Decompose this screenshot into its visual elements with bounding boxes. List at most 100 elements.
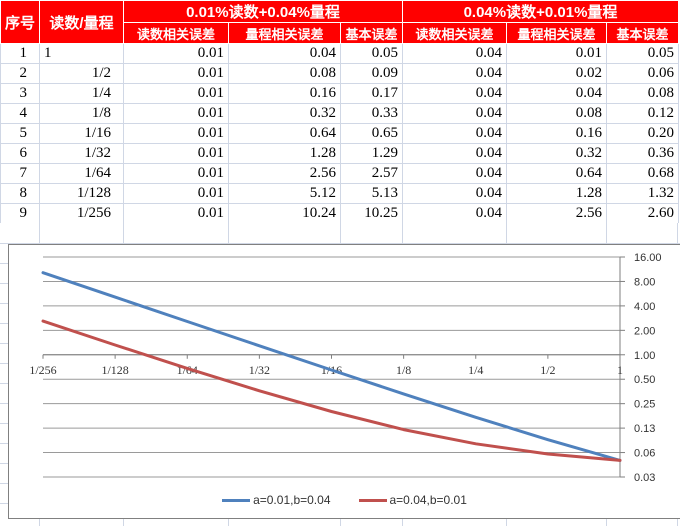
header-cell-group1[interactable]: 0.01%读数+0.04%量程 xyxy=(123,0,403,23)
table-cell[interactable]: 1 xyxy=(0,43,40,64)
x-tick-label[interactable]: 1/256 xyxy=(29,363,56,377)
table-cell[interactable]: 10.25 xyxy=(340,203,403,224)
table-cell[interactable]: 1.28 xyxy=(228,143,341,164)
table-cell[interactable]: 0.01 xyxy=(123,203,229,224)
table-cell[interactable]: 1.28 xyxy=(506,183,607,204)
table-cell[interactable]: 1/32 xyxy=(39,143,124,164)
table-cell[interactable]: 0.65 xyxy=(340,123,403,144)
x-tick-label[interactable]: 1/32 xyxy=(249,363,270,377)
table-cell[interactable]: 7 xyxy=(0,163,40,184)
table-cell[interactable]: 9 xyxy=(0,203,40,224)
chart-legend[interactable]: a=0.01,b=0.04 a=0.04,b=0.01 xyxy=(9,492,680,508)
table-cell[interactable]: 0.04 xyxy=(402,123,507,144)
y-tick-label[interactable]: 4.00 xyxy=(634,301,655,313)
x-tick-label[interactable]: 1/2 xyxy=(540,363,555,377)
table-cell[interactable]: 0.01 xyxy=(123,63,229,84)
header-cell-group2[interactable]: 0.04%读数+0.01%量程 xyxy=(402,0,679,23)
table-cell[interactable]: 1.32 xyxy=(606,183,679,204)
x-tick-label[interactable]: 1/8 xyxy=(396,363,411,377)
table-cell[interactable]: 0.04 xyxy=(402,83,507,104)
table-cell[interactable]: 1/256 xyxy=(39,203,124,224)
table-cell[interactable]: 0.16 xyxy=(228,83,341,104)
header-cell-serial[interactable]: 序号 xyxy=(0,0,40,44)
table-cell[interactable]: 1.29 xyxy=(340,143,403,164)
x-tick-label[interactable]: 1 xyxy=(617,363,623,377)
y-tick-label[interactable]: 0.06 xyxy=(634,448,655,460)
header-cell-basic-error-1[interactable]: 基本误差 xyxy=(340,22,403,44)
error-chart[interactable]: 16.00 8.00 4.00 2.00 1.00 0.50 0.25 0.13 0.06 0.0… xyxy=(8,244,680,519)
table-cell[interactable]: 1 xyxy=(39,43,124,64)
table-cell[interactable]: 4 xyxy=(0,103,40,124)
table-cell[interactable]: 0.05 xyxy=(606,43,679,64)
table-cell[interactable]: 3 xyxy=(0,83,40,104)
header-cell-range-error-2[interactable]: 量程相关误差 xyxy=(506,22,607,44)
table-cell[interactable]: 0.01 xyxy=(123,83,229,104)
table-cell[interactable]: 5 xyxy=(0,123,40,144)
y-tick-label[interactable]: 1.00 xyxy=(634,350,655,362)
header-cell-reading-range[interactable]: 读数/量程 xyxy=(39,0,124,44)
table-cell[interactable]: 1/2 xyxy=(39,63,124,84)
table-cell[interactable]: 0.08 xyxy=(606,83,679,104)
table-cell[interactable]: 2.57 xyxy=(340,163,403,184)
table-cell[interactable]: 0.64 xyxy=(228,123,341,144)
table-cell[interactable]: 0.01 xyxy=(123,123,229,144)
y-tick-label[interactable]: 0.13 xyxy=(634,423,655,435)
table-cell[interactable]: 0.04 xyxy=(402,63,507,84)
table-cell[interactable]: 0.20 xyxy=(606,123,679,144)
sheet-bottom-row[interactable] xyxy=(0,519,680,526)
table-cell[interactable]: 2 xyxy=(0,63,40,84)
table-cell[interactable]: 1/64 xyxy=(39,163,124,184)
table-cell[interactable]: 0.01 xyxy=(123,183,229,204)
table-cell[interactable]: 5.13 xyxy=(340,183,403,204)
table-cell[interactable]: 0.08 xyxy=(506,103,607,124)
table-cell[interactable]: 0.64 xyxy=(506,163,607,184)
table-cell[interactable]: 2.60 xyxy=(606,203,679,224)
table-cell[interactable]: 0.12 xyxy=(606,103,679,124)
table-cell[interactable]: 1/4 xyxy=(39,83,124,104)
table-cell[interactable]: 0.04 xyxy=(402,163,507,184)
table-cell[interactable]: 0.01 xyxy=(123,143,229,164)
table-cell[interactable]: 6 xyxy=(0,143,40,164)
table-cell[interactable]: 0.09 xyxy=(340,63,403,84)
y-tick-label[interactable]: 0.03 xyxy=(634,472,655,484)
table-cell[interactable]: 2.56 xyxy=(228,163,341,184)
legend-item-series1[interactable]: a=0.01,b=0.04 xyxy=(222,493,331,507)
y-tick-label[interactable]: 0.50 xyxy=(634,374,655,386)
header-cell-range-error-1[interactable]: 量程相关误差 xyxy=(228,22,341,44)
table-cell[interactable]: 0.32 xyxy=(228,103,341,124)
table-cell[interactable]: 0.32 xyxy=(506,143,607,164)
y-tick-label[interactable]: 8.00 xyxy=(634,276,655,288)
table-cell[interactable]: 0.01 xyxy=(123,163,229,184)
table-cell[interactable]: 0.04 xyxy=(402,103,507,124)
table-cell[interactable]: 0.04 xyxy=(228,43,341,64)
table-cell[interactable]: 0.01 xyxy=(506,43,607,64)
table-cell[interactable]: 10.24 xyxy=(228,203,341,224)
table-cell[interactable]: 0.33 xyxy=(340,103,403,124)
table-cell[interactable]: 8 xyxy=(0,183,40,204)
table-cell[interactable]: 1/16 xyxy=(39,123,124,144)
table-cell[interactable]: 0.01 xyxy=(123,103,229,124)
table-cell[interactable]: 0.06 xyxy=(606,63,679,84)
x-tick-label[interactable]: 1/128 xyxy=(101,363,128,377)
sheet-empty-row[interactable] xyxy=(0,223,680,243)
table-cell[interactable]: 0.16 xyxy=(506,123,607,144)
table-cell[interactable]: 0.08 xyxy=(228,63,341,84)
table-cell[interactable]: 0.17 xyxy=(340,83,403,104)
x-tick-label[interactable]: 1/4 xyxy=(468,363,483,377)
header-cell-reading-error-2[interactable]: 读数相关误差 xyxy=(402,22,507,44)
table-cell[interactable]: 0.04 xyxy=(402,183,507,204)
table-cell[interactable]: 0.04 xyxy=(402,203,507,224)
legend-item-series2[interactable]: a=0.04,b=0.01 xyxy=(358,493,467,507)
table-cell[interactable]: 0.04 xyxy=(402,43,507,64)
header-cell-basic-error-2[interactable]: 基本误差 xyxy=(606,22,679,44)
y-tick-label[interactable]: 0.25 xyxy=(634,399,655,411)
header-cell-reading-error-1[interactable]: 读数相关误差 xyxy=(123,22,229,44)
table-cell[interactable]: 1/128 xyxy=(39,183,124,204)
table-cell[interactable]: 0.02 xyxy=(506,63,607,84)
table-cell[interactable]: 0.68 xyxy=(606,163,679,184)
table-cell[interactable]: 0.04 xyxy=(402,143,507,164)
series-line-1[interactable] xyxy=(41,319,622,462)
y-tick-label[interactable]: 16.00 xyxy=(634,252,662,264)
y-tick-label[interactable]: 2.00 xyxy=(634,325,655,337)
table-cell[interactable]: 5.12 xyxy=(228,183,341,204)
